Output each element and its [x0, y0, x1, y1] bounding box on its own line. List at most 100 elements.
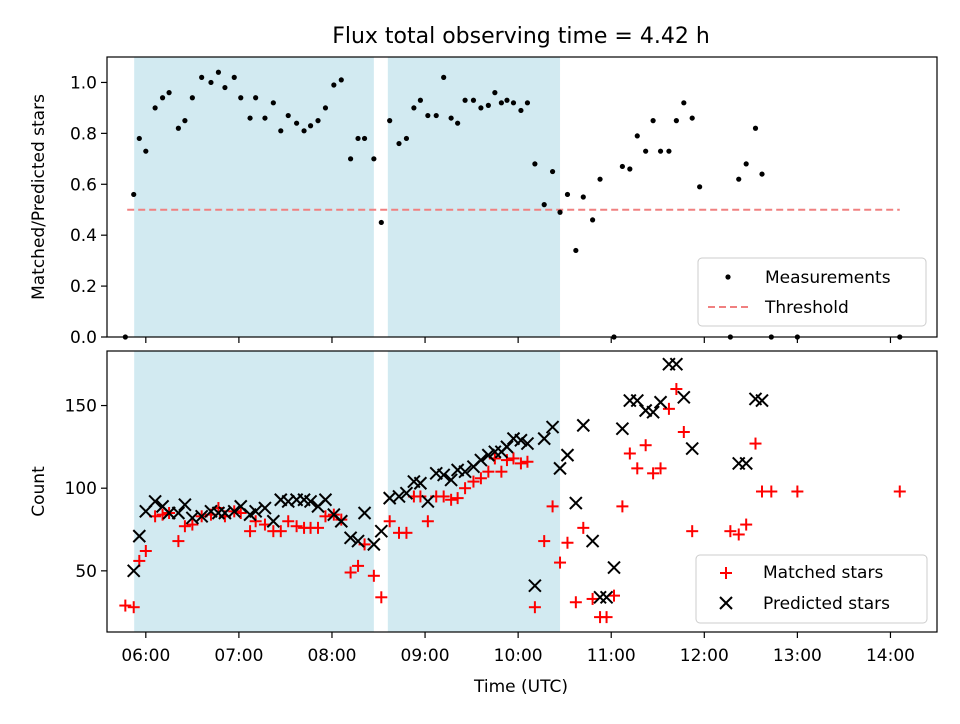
matched-star-point [186, 518, 199, 531]
matched-star-point [352, 559, 365, 572]
measurement-point [411, 105, 417, 111]
matched-star-point [421, 515, 434, 528]
predicted-star-point [248, 504, 263, 519]
measurement-point [403, 135, 410, 142]
measurement-points [122, 69, 903, 340]
x-tick-label: 10:00 [494, 646, 543, 666]
predicted-star-point [488, 445, 502, 459]
measurement-point [315, 118, 321, 124]
measurement-point [498, 100, 504, 106]
predicted-star-point [593, 590, 607, 604]
measurement-point [697, 184, 703, 190]
matched-star-point [495, 465, 508, 478]
top-legend-box [697, 257, 927, 327]
measurement-point [347, 156, 354, 162]
predicted-star-point [399, 486, 414, 500]
matched-star-point [546, 500, 559, 513]
top-y-tick-label: 0.6 [70, 175, 97, 195]
predicted-star-point [178, 498, 192, 512]
matched-star-point [474, 472, 487, 485]
predicted-star-point [528, 579, 542, 593]
measurement-point [396, 140, 402, 147]
predicted-star-point [739, 456, 753, 471]
legend-predicted-marker [719, 596, 733, 610]
figure-title: Flux total observing time = 4.42 h [332, 24, 710, 49]
matched-star-point [445, 493, 458, 506]
measurement-point [759, 171, 765, 177]
measurement-point [278, 128, 284, 134]
x-tick-label: 11:00 [587, 646, 636, 666]
matched-star-point [451, 492, 464, 505]
measurement-point [175, 125, 181, 131]
matched-star-point [172, 535, 185, 548]
matched-star-point [319, 510, 332, 523]
measurement-point [322, 105, 329, 111]
top-y-tick-label: 0.4 [70, 226, 97, 246]
matched-star-point [459, 482, 472, 495]
measurement-point [470, 97, 477, 103]
predicted-star-point [421, 494, 435, 509]
measurement-point [462, 97, 468, 103]
measurement-point [597, 176, 603, 182]
measurement-point [247, 115, 253, 121]
predicted-star-point [303, 494, 318, 509]
matched-star-point [577, 521, 590, 534]
measurement-point [549, 168, 556, 175]
matched-star-point [740, 518, 753, 531]
matched-star-point [724, 525, 737, 538]
measurement-point [143, 148, 149, 154]
x-tick-label: 14:00 [866, 646, 915, 666]
measurement-point [673, 118, 679, 124]
predicted-star-point [374, 524, 389, 538]
matched-star-point [383, 515, 396, 528]
legend-matched-label: Matched stars [763, 563, 883, 583]
predicted-star-point [669, 357, 684, 371]
measurement-point [270, 100, 276, 106]
measurement-point [338, 77, 344, 83]
measurement-point [331, 82, 337, 88]
measurement-point [136, 135, 142, 142]
predicted-star-point [685, 441, 699, 456]
predicted-star-point [227, 504, 241, 519]
measurement-point [152, 105, 158, 111]
matched-star-point [654, 462, 667, 475]
matched-star-point [282, 515, 295, 528]
bottom-axes-frame [106, 350, 938, 633]
matched-star-point [538, 535, 551, 548]
measurement-point [182, 118, 188, 124]
measurement-point [650, 118, 656, 124]
top-y-tick-label: 0.0 [70, 328, 97, 348]
measurement-point [208, 79, 214, 86]
matched-star-point [670, 383, 683, 396]
measurement-point [222, 84, 228, 91]
predicted-star-point [148, 494, 162, 509]
matched-star-point [507, 452, 520, 465]
measurement-point [557, 209, 563, 215]
measurement-point [510, 100, 517, 106]
legend-matched-marker [720, 567, 732, 579]
predicted-star-point [127, 564, 141, 578]
measurement-point [485, 102, 491, 108]
x-tick-label: 07:00 [214, 646, 263, 666]
matched-star-point [521, 455, 534, 468]
legend-measurements-label: Measurements [765, 268, 891, 288]
predicted-stars-points [127, 357, 769, 604]
measurement-point [253, 95, 259, 101]
top-x-ticks [145, 337, 892, 343]
matched-star-point [139, 545, 152, 558]
top-y-tick-label: 0.2 [70, 277, 97, 297]
bottom-legend: Matched stars Predicted stars [695, 554, 928, 624]
predicted-star-point [266, 514, 281, 528]
measurement-point [387, 118, 393, 124]
top-y-tick-label: 1.0 [70, 73, 97, 93]
matched-star-point [119, 599, 132, 612]
legend-measurements-marker [725, 274, 731, 280]
measurement-point [564, 191, 571, 198]
matched-star-point [178, 520, 191, 533]
matched-star-point [677, 425, 690, 438]
predicted-star-point [258, 501, 272, 515]
measurement-point [159, 95, 166, 101]
predicted-star-point [514, 433, 528, 447]
matched-star-point [437, 490, 450, 503]
